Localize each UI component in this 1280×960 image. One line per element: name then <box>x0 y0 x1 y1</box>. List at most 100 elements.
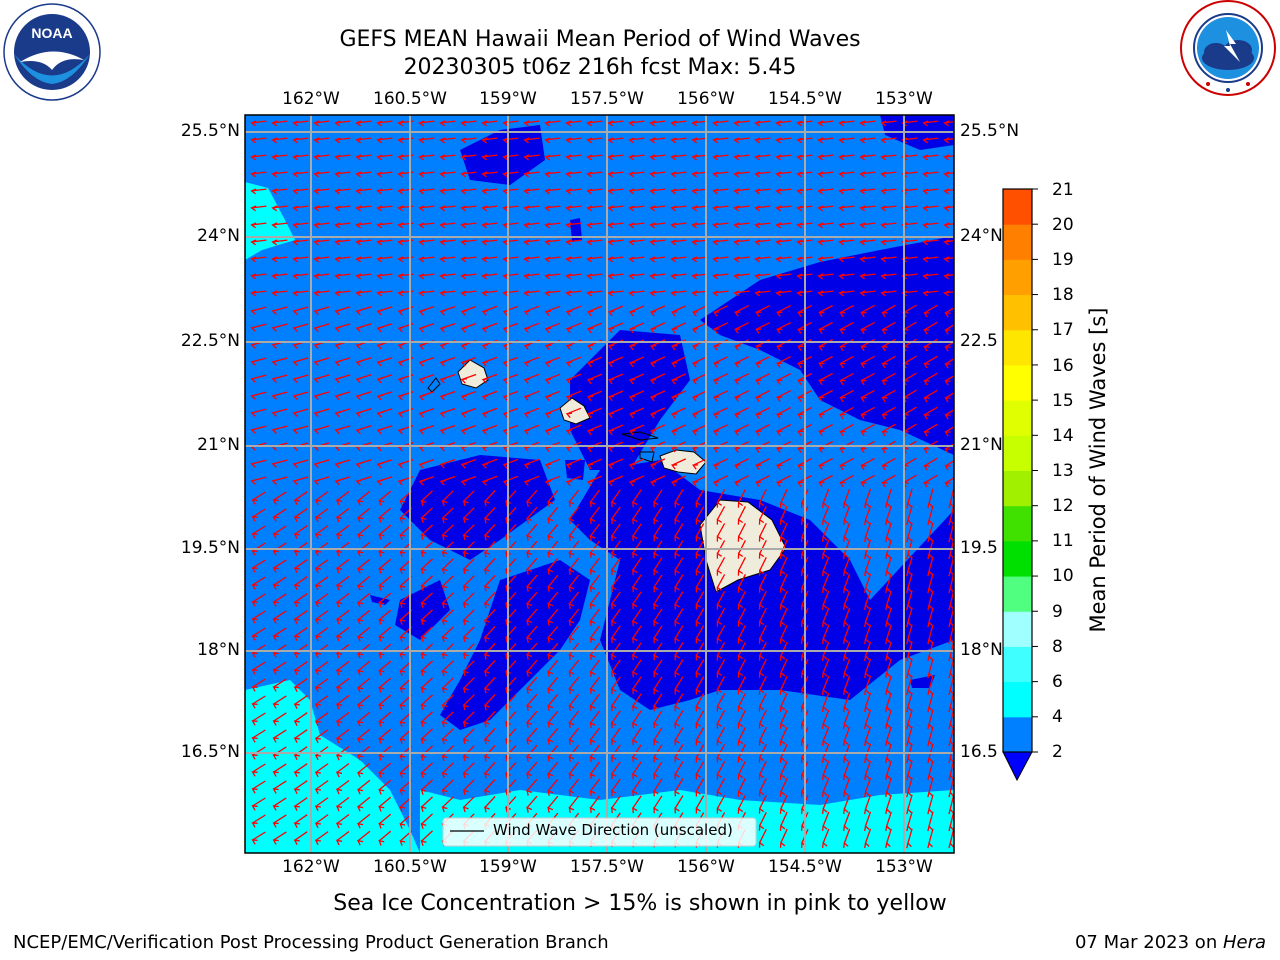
wind-wave-arrow <box>821 675 830 695</box>
wind-wave-arrow <box>843 675 851 696</box>
colorbar-segment <box>1003 611 1032 647</box>
wind-wave-arrow <box>523 222 540 229</box>
wind-wave-arrow <box>843 590 851 611</box>
wind-wave-arrow <box>607 273 624 280</box>
wind-wave-arrow <box>460 120 477 127</box>
wind-wave-arrow <box>839 389 854 403</box>
wind-wave-arrow <box>610 557 621 576</box>
wind-wave-arrow <box>313 476 330 486</box>
wind-wave-arrow <box>378 626 392 642</box>
wind-wave-arrow <box>649 120 666 127</box>
wind-wave-arrow <box>712 305 729 317</box>
wind-wave-arrow <box>586 424 603 436</box>
wind-wave-arrow <box>544 305 561 317</box>
wind-wave-arrow <box>948 726 954 747</box>
wind-wave-arrow <box>568 591 580 609</box>
wind-wave-arrow <box>565 373 582 385</box>
wind-wave-arrow <box>670 390 687 402</box>
wind-wave-arrow <box>355 137 372 144</box>
wind-wave-arrow <box>632 676 642 695</box>
wind-wave-arrow <box>691 256 708 263</box>
wind-wave-arrow <box>335 490 350 506</box>
wind-wave-arrow <box>885 726 892 747</box>
wind-wave-arrow <box>439 222 456 229</box>
wind-wave-arrow <box>250 459 267 468</box>
wind-wave-arrow <box>272 559 287 573</box>
wind-wave-arrow <box>271 323 288 332</box>
wind-wave-arrow <box>818 389 833 403</box>
wind-wave-arrow <box>922 205 939 212</box>
wind-wave-arrow <box>860 406 875 420</box>
wind-wave-arrow <box>817 290 834 297</box>
wind-wave-arrow <box>927 624 934 645</box>
wind-wave-arrow <box>691 475 708 487</box>
wind-wave-arrow <box>776 322 791 334</box>
wind-wave-arrow <box>776 373 791 385</box>
wind-wave-arrow <box>355 205 372 212</box>
colorbar-segment <box>1003 224 1032 260</box>
wind-wave-arrow <box>418 137 435 144</box>
wind-wave-arrow <box>547 523 559 541</box>
wind-wave-arrow <box>420 490 433 507</box>
wind-wave-arrow <box>779 743 788 763</box>
wind-wave-arrow <box>821 658 830 678</box>
wind-wave-arrow <box>586 239 603 246</box>
wind-wave-arrow <box>462 592 475 609</box>
wind-wave-arrow <box>653 795 663 814</box>
wind-wave-arrow <box>607 305 624 317</box>
wind-wave-arrow <box>334 306 351 316</box>
wind-wave-arrow <box>547 557 559 575</box>
coastline-details <box>427 377 659 463</box>
wind-wave-arrow <box>568 642 580 660</box>
wind-wave-arrow <box>843 573 851 594</box>
wind-wave-arrow <box>632 574 642 593</box>
wind-wave-arrow <box>885 641 892 662</box>
wind-wave-arrow <box>817 120 834 127</box>
lat-label-left: 19.5°N <box>180 538 240 558</box>
wind-wave-arrow <box>653 523 663 542</box>
wind-wave-arrow <box>881 457 896 471</box>
wind-wave-arrow <box>271 476 288 485</box>
lat-label-right: 19.5 <box>960 538 998 558</box>
wind-wave-arrow <box>628 120 645 127</box>
wind-wave-arrow <box>418 424 435 435</box>
wind-wave-arrow <box>712 407 729 419</box>
wind-wave-arrow <box>737 710 746 729</box>
wind-wave-arrow <box>821 607 830 627</box>
wind-wave-arrow <box>418 256 435 263</box>
wind-wave-arrow <box>838 256 855 263</box>
wind-wave-arrow <box>927 743 934 764</box>
wind-wave-arrow <box>775 137 792 144</box>
wind-wave-arrow <box>462 507 475 524</box>
wind-wave-arrow <box>589 506 601 525</box>
wind-wave-arrow <box>544 154 561 161</box>
wind-wave-arrow <box>483 728 496 745</box>
wind-wave-arrow <box>906 811 913 832</box>
wind-wave-arrow <box>334 120 351 127</box>
wind-wave-arrow <box>716 557 726 576</box>
wind-wave-arrow <box>357 541 371 557</box>
wind-wave-arrow <box>775 273 792 280</box>
wind-wave-arrow <box>565 356 582 368</box>
wind-wave-arrow <box>695 795 705 814</box>
wind-wave-arrow <box>632 642 642 661</box>
wind-wave-arrow <box>821 641 830 661</box>
wind-wave-arrow <box>334 239 351 246</box>
wind-wave-arrow <box>649 188 666 195</box>
wind-wave-arrow <box>906 590 913 611</box>
wind-wave-arrow <box>250 290 267 297</box>
wind-wave-arrow <box>628 390 645 402</box>
wind-wave-arrow <box>355 459 372 469</box>
wind-wave-arrow <box>610 625 621 644</box>
wind-wave-arrow <box>439 171 456 178</box>
wind-wave-arrow <box>462 609 475 626</box>
wind-wave-arrow <box>355 222 372 229</box>
wind-wave-arrow <box>818 372 833 386</box>
wind-wave-arrow <box>880 137 897 144</box>
wind-wave-arrow <box>460 458 477 469</box>
wind-wave-arrow <box>565 222 582 229</box>
wind-wave-arrow <box>272 508 287 522</box>
wind-wave-arrow <box>821 624 830 644</box>
wind-wave-arrow <box>251 525 266 539</box>
wind-wave-arrow <box>547 489 559 507</box>
